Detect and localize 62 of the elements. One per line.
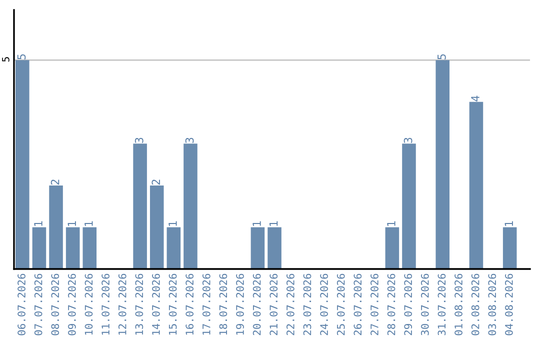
- x-tick-label: 09.07.2026: [68, 274, 76, 336]
- bar: [16, 60, 30, 269]
- x-tick-label: 12.07.2026: [118, 274, 126, 335]
- data-label: 5: [438, 54, 446, 60]
- bar: [32, 227, 46, 269]
- x-tick-label: 27.07.2026: [370, 274, 378, 336]
- data-label: 1: [252, 221, 261, 226]
- data-label: 5: [17, 54, 26, 60]
- bar: [385, 227, 400, 269]
- x-tick-label: 17.07.2026: [202, 274, 210, 335]
- data-label: 3: [404, 138, 412, 143]
- data-label: 1: [84, 221, 93, 226]
- x-tick-label: 06.07.2026: [18, 274, 26, 336]
- data-label: 4: [471, 96, 480, 102]
- data-label: 1: [387, 221, 396, 226]
- x-tick-label: 08.07.2026: [51, 274, 60, 336]
- bar: [502, 227, 517, 269]
- bar: [166, 227, 181, 269]
- bar: [268, 227, 282, 269]
- x-tick-label: 26.07.2026: [354, 274, 362, 336]
- x-tick-label: 31.07.2026: [438, 274, 446, 336]
- x-tick-label: 30.07.2026: [420, 274, 429, 336]
- data-label: 1: [270, 221, 278, 226]
- data-label: 1: [34, 221, 42, 226]
- x-tick-label: 02.08.2026: [471, 274, 480, 336]
- data-label: 3: [134, 138, 144, 143]
- data-label: 3: [185, 138, 194, 143]
- x-tick-label: 14.07.2026: [152, 274, 160, 335]
- data-label: 2: [152, 180, 160, 185]
- x-tick-label: 03.08.2026: [488, 274, 496, 336]
- x-tick-label: 23.07.2026: [303, 274, 312, 336]
- bar: [402, 144, 416, 269]
- x-tick-label: 13.07.2026: [135, 274, 144, 335]
- x-tick-label: 19.07.2026: [236, 274, 244, 335]
- data-label: 1: [68, 221, 76, 226]
- x-tick-label: 10.07.2026: [84, 274, 93, 335]
- bar: [150, 185, 164, 269]
- bar: [184, 144, 198, 269]
- bar: [436, 60, 450, 269]
- x-tick-label: 16.07.2026: [186, 274, 194, 335]
- x-tick-label: 20.07.2026: [252, 274, 261, 336]
- x-tick-label: 25.07.2026: [336, 274, 345, 336]
- data-label: 1: [168, 221, 177, 226]
- bar: [133, 144, 147, 269]
- x-tick-label: 24.07.2026: [320, 274, 328, 336]
- x-tick-label: 18.07.2026: [219, 274, 228, 335]
- data-label: 2: [50, 180, 60, 185]
- x-tick-label: 22.07.2026: [286, 274, 294, 336]
- x-tick-label: 11.07.2026: [102, 274, 110, 335]
- x-tick-label: 15.07.2026: [168, 274, 177, 335]
- x-tick-label: 04.08.2026: [505, 274, 513, 336]
- x-tick-label: 01.08.2026: [454, 274, 462, 336]
- x-tick-label: 28.07.2026: [387, 274, 396, 336]
- bar: [469, 102, 484, 269]
- x-tick-label: 29.07.2026: [404, 274, 412, 336]
- x-tick-label: 07.07.2026: [34, 274, 42, 336]
- bar: [82, 227, 97, 269]
- bar: [250, 227, 265, 269]
- x-tick-label: 21.07.2026: [270, 274, 278, 336]
- bar: [66, 227, 80, 269]
- data-label: 1: [504, 221, 513, 226]
- bar: [49, 185, 63, 269]
